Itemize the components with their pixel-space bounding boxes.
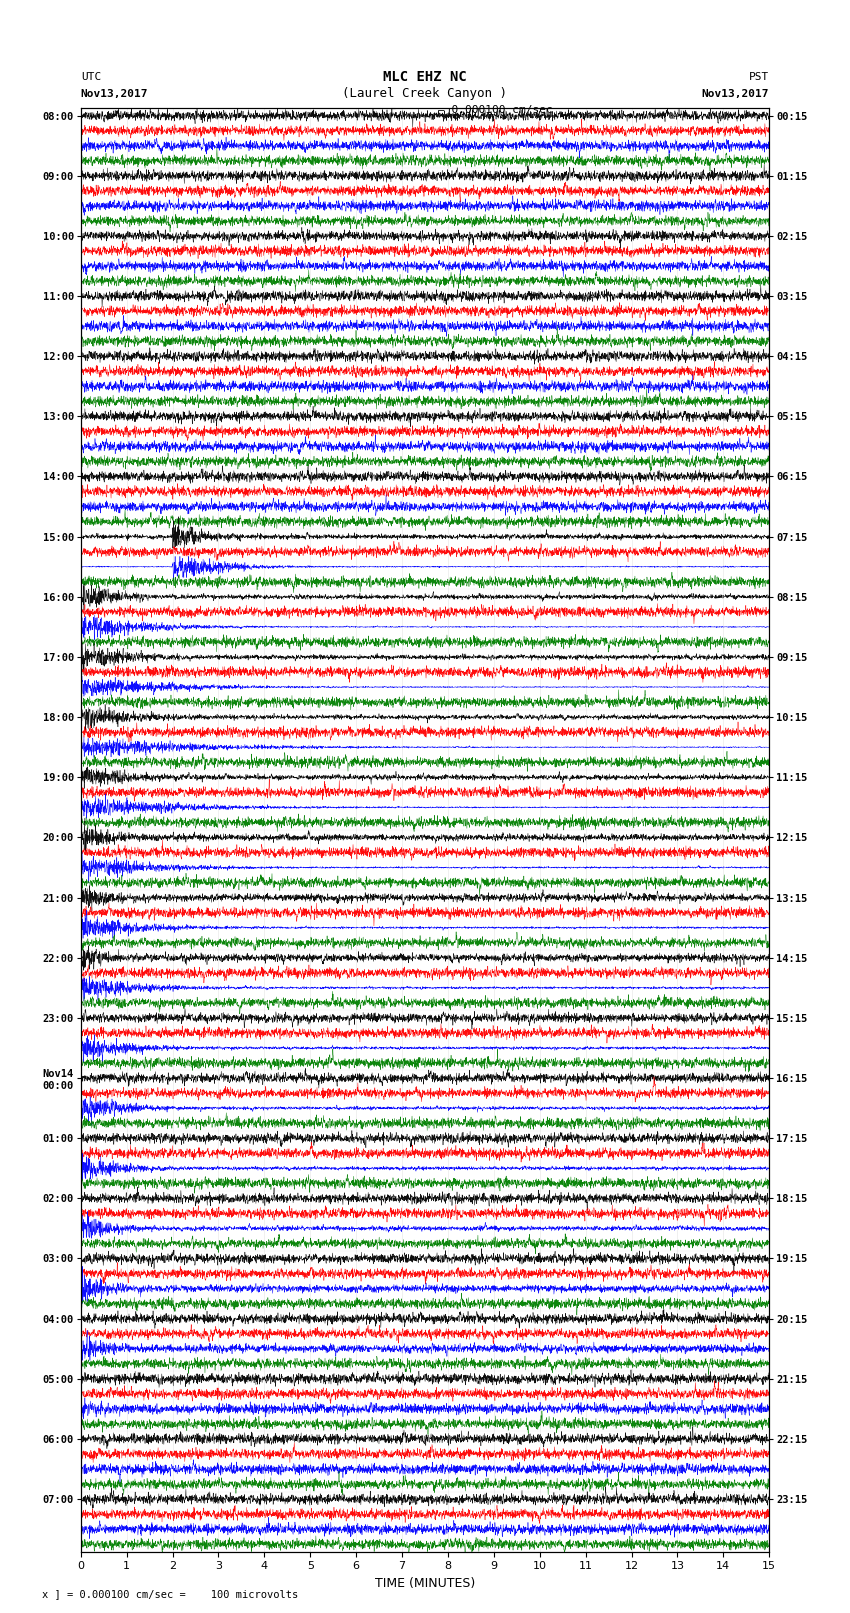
Text: x ] = 0.000100 cm/sec =    100 microvolts: x ] = 0.000100 cm/sec = 100 microvolts [42, 1589, 298, 1598]
Text: UTC: UTC [81, 73, 101, 82]
Text: ┌: ┌ [388, 103, 394, 116]
Text: PST: PST [749, 73, 769, 82]
Text: (Laurel Creek Canyon ): (Laurel Creek Canyon ) [343, 87, 507, 100]
Text: MLC EHZ NC: MLC EHZ NC [383, 71, 467, 84]
Text: = 0.000100 cm/sec: = 0.000100 cm/sec [438, 105, 552, 115]
X-axis label: TIME (MINUTES): TIME (MINUTES) [375, 1578, 475, 1590]
Text: Nov13,2017: Nov13,2017 [702, 89, 769, 98]
Text: Nov13,2017: Nov13,2017 [81, 89, 148, 98]
